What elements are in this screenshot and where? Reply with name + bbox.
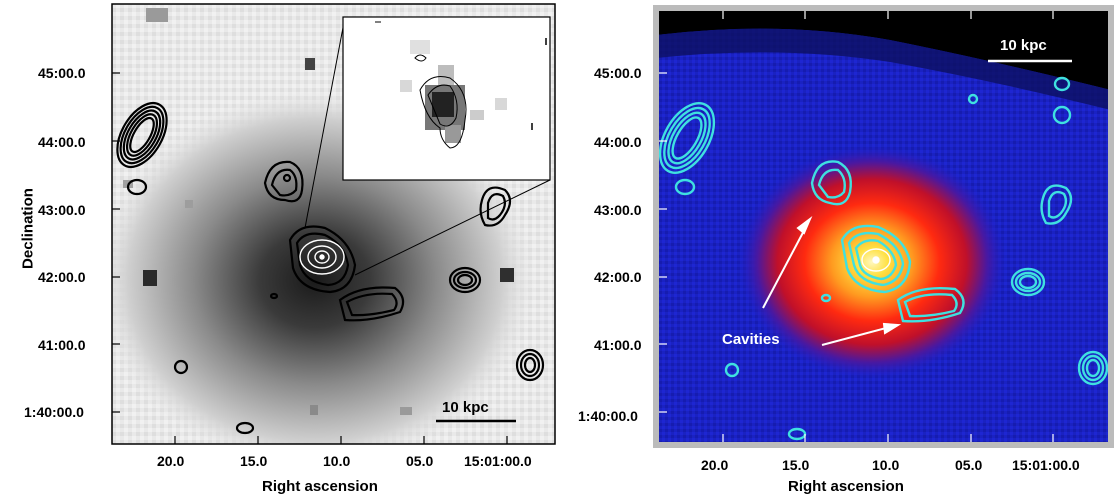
left-ytick-5: 1:40:00.0 (24, 404, 84, 420)
right-xray-image: 10 kpc Cavities (653, 5, 1114, 448)
left-xlabel: Right ascension (262, 478, 378, 495)
left-ytick-4: 41:00.0 (38, 337, 86, 353)
right-ytick-2: 43:00.0 (594, 202, 642, 218)
left-scalebar-label: 10 kpc (442, 399, 489, 416)
right-xray-panel: 45:00.0 44:00.0 43:00.0 42:00.0 41:00.0 … (560, 0, 1117, 504)
zoom-inset (342, 16, 551, 181)
right-xtick-2: 10.0 (872, 457, 900, 473)
left-optical-panel: Declination 45:00.0 44:00.0 43:00.0 42:0… (20, 3, 556, 495)
cavities-label: Cavities (722, 331, 780, 348)
right-xtick-3: 05.0 (955, 457, 983, 473)
left-ytick-2: 43:00.0 (38, 202, 86, 218)
left-xtick-4: 15:01:00.0 (464, 453, 532, 469)
left-ytick-1: 44:00.0 (38, 134, 86, 150)
right-ytick-5: 1:40:00.0 (578, 408, 638, 424)
left-xtick-1: 15.0 (240, 453, 268, 469)
right-xtick-0: 20.0 (701, 457, 729, 473)
radio-contours-right (658, 76, 1109, 441)
right-ytick-0: 45:00.0 (594, 65, 642, 81)
left-optical-image: 10 kpc (111, 3, 556, 445)
right-xtick-4: 15:01:00.0 (1012, 457, 1080, 473)
left-xtick-3: 05.0 (406, 453, 434, 469)
right-ytick-4: 41:00.0 (594, 337, 642, 353)
cavity-arrows (762, 215, 902, 346)
right-scalebar-label: 10 kpc (1000, 37, 1047, 54)
left-xtick-2: 10.0 (323, 453, 351, 469)
right-ytick-3: 42:00.0 (594, 269, 642, 285)
right-xtick-1: 15.0 (782, 457, 810, 473)
right-ytick-1: 44:00.0 (594, 134, 642, 150)
left-ytick-0: 45:00.0 (38, 65, 86, 81)
right-xlabel: Right ascension (788, 478, 904, 495)
left-ytick-3: 42:00.0 (38, 269, 86, 285)
star-spot (500, 268, 514, 282)
star-spot (143, 270, 157, 286)
radio-contours-left (116, 101, 545, 435)
left-xtick-0: 20.0 (157, 453, 185, 469)
